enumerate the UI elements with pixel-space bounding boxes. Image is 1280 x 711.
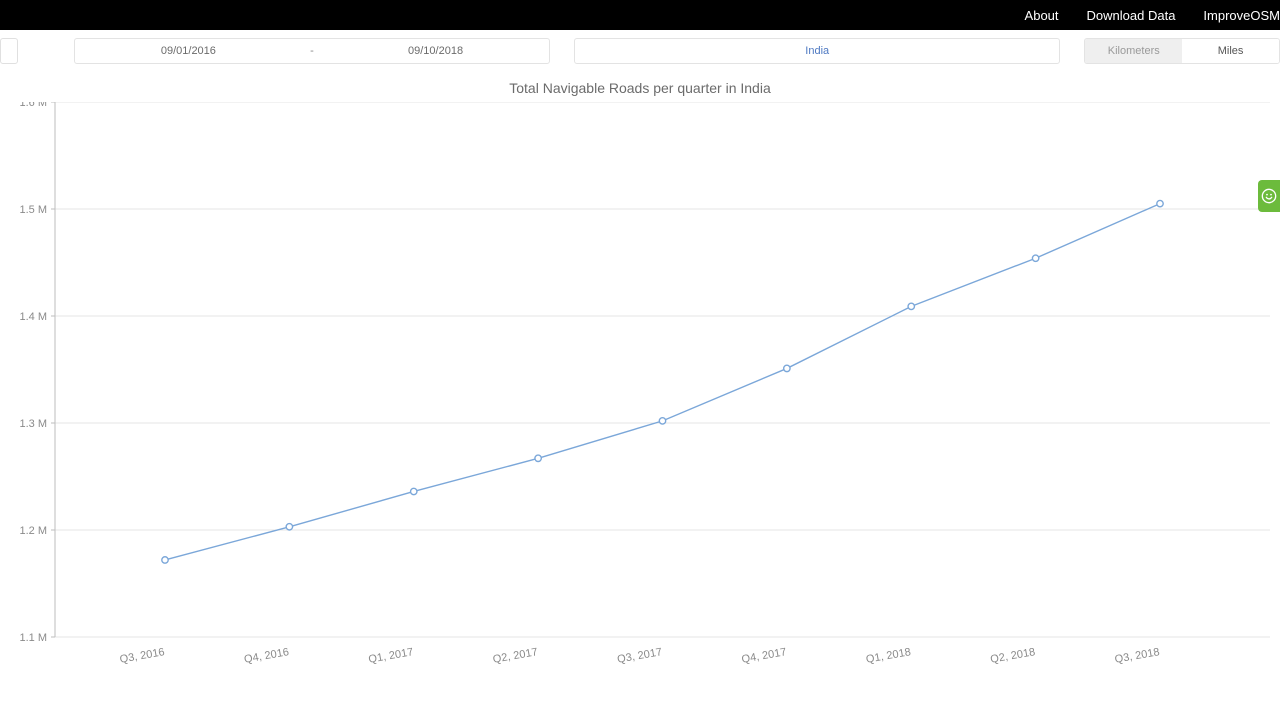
data-point[interactable] xyxy=(286,524,292,530)
nav-improveosm[interactable]: ImproveOSM xyxy=(1203,8,1280,23)
data-point[interactable] xyxy=(1157,200,1163,206)
chart-title: Total Navigable Roads per quarter in Ind… xyxy=(0,80,1280,96)
y-tick-label: 1.3 M xyxy=(19,418,47,430)
nav-download-data[interactable]: Download Data xyxy=(1087,8,1176,23)
unit-kilometers[interactable]: Kilometers xyxy=(1085,39,1182,63)
smile-icon xyxy=(1261,188,1277,204)
unit-miles[interactable]: Miles xyxy=(1182,39,1279,63)
line-chart: 1.1 M 1.2 M 1.3 M 1.4 M 1.5 M 1.6 M Q3, 2016 Q4… xyxy=(0,102,1280,692)
x-tick-label: Q3, 2016 xyxy=(119,646,166,666)
feedback-tab[interactable] xyxy=(1258,180,1280,212)
date-to[interactable]: 09/10/2018 xyxy=(322,45,549,57)
x-tick-label: Q3, 2017 xyxy=(616,646,663,666)
x-tick-label: Q4, 2016 xyxy=(243,646,290,666)
y-tick-label: 1.1 M xyxy=(19,632,47,644)
country-value: India xyxy=(805,45,829,57)
collapse-button[interactable] xyxy=(0,38,18,64)
x-tick-label: Q4, 2017 xyxy=(741,646,788,666)
data-point[interactable] xyxy=(411,488,417,494)
x-tick-label: Q1, 2017 xyxy=(368,646,415,666)
x-tick-label: Q3, 2018 xyxy=(1114,646,1161,666)
x-tick-label: Q1, 2018 xyxy=(865,646,912,666)
data-point[interactable] xyxy=(784,365,790,371)
data-point[interactable] xyxy=(908,303,914,309)
data-point[interactable] xyxy=(659,418,665,424)
top-nav: About Download Data ImproveOSM xyxy=(0,0,1280,30)
x-tick-label: Q2, 2018 xyxy=(989,646,1036,666)
date-range-picker[interactable]: 09/01/2016 - 09/10/2018 xyxy=(74,38,550,64)
date-from[interactable]: 09/01/2016 xyxy=(75,45,302,57)
y-tick-label: 1.5 M xyxy=(19,204,47,216)
data-point[interactable] xyxy=(535,455,541,461)
data-point[interactable] xyxy=(162,557,168,563)
unit-toggle[interactable]: Kilometers Miles xyxy=(1084,38,1280,64)
y-tick-label: 1.4 M xyxy=(19,311,47,323)
controls-row: 09/01/2016 - 09/10/2018 India Kilometers… xyxy=(0,30,1280,72)
date-separator: - xyxy=(302,45,322,57)
y-tick-label: 1.6 M xyxy=(19,102,47,109)
country-select[interactable]: India xyxy=(574,38,1060,64)
data-point[interactable] xyxy=(1032,255,1038,261)
x-tick-label: Q2, 2017 xyxy=(492,646,539,666)
nav-about[interactable]: About xyxy=(1025,8,1059,23)
y-tick-label: 1.2 M xyxy=(19,525,47,537)
series-line xyxy=(165,204,1160,560)
